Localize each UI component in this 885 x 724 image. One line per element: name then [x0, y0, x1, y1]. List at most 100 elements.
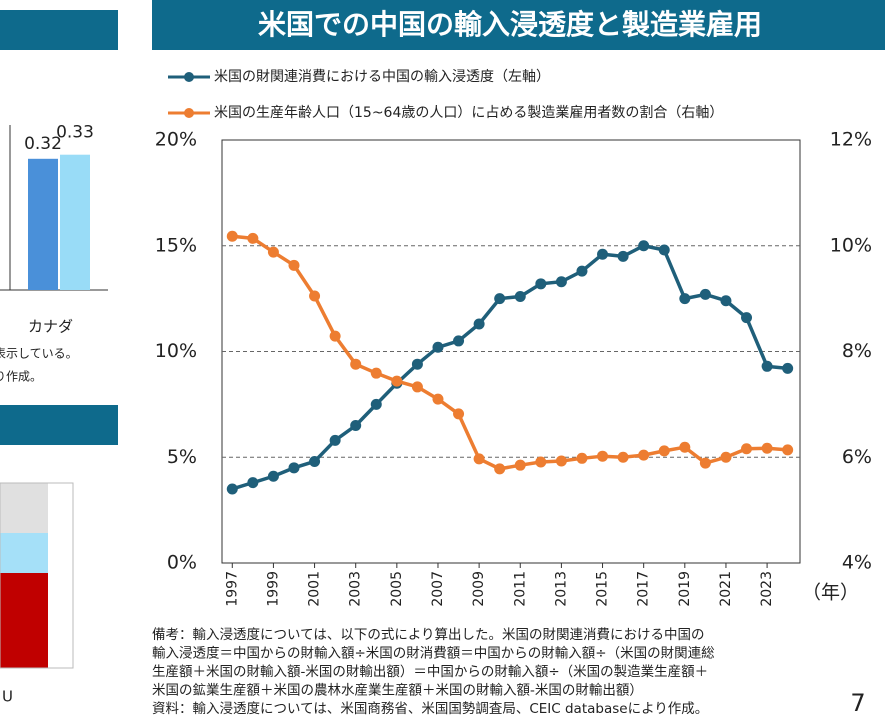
data-label: 0.32	[24, 134, 62, 154]
data-point	[699, 288, 711, 300]
x-tick-label: カナダ	[28, 318, 73, 336]
data-point	[741, 312, 753, 324]
data-point	[350, 420, 362, 432]
data-point	[411, 381, 423, 393]
data-point	[288, 259, 300, 271]
data-point	[597, 248, 609, 260]
bar-segment	[0, 483, 48, 533]
bar	[60, 154, 90, 290]
data-point	[699, 457, 711, 469]
x-tick-label: 2023	[759, 571, 775, 607]
x-tick-label: 2003	[348, 571, 364, 607]
data-point	[638, 449, 650, 461]
data-point	[535, 278, 547, 290]
data-point	[370, 367, 382, 379]
x-tick-label: 2007	[430, 571, 446, 607]
note-line: 輸入浸透度＝中国からの財輸入額÷米国の財消費額＝中国からの財輸入額÷（米国の財関…	[152, 646, 715, 662]
x-unit: （年）	[802, 582, 859, 604]
note-line: 備考：輸入浸透度については、以下の式により算出した。米国の財関連消費における中国…	[152, 627, 705, 643]
data-point	[514, 459, 526, 471]
x-tick-label: 2011	[512, 571, 528, 607]
note-text: り作成。	[0, 370, 42, 384]
data-point	[514, 291, 526, 303]
legend-marker	[184, 108, 194, 118]
data-point	[597, 450, 609, 462]
data-point	[329, 434, 341, 446]
data-point	[453, 335, 465, 347]
left-banner	[0, 10, 118, 50]
data-point	[473, 318, 485, 330]
chart-title: 米国での中国の輸入浸透度と製造業雇用	[258, 8, 762, 41]
y-tick-label: 15%	[155, 234, 197, 256]
x-tick-label: 2021	[718, 571, 734, 607]
data-point	[761, 360, 773, 372]
x-tick-label: 1999	[265, 571, 281, 607]
data-point	[617, 250, 629, 262]
y-tick-label: 10%	[155, 340, 197, 362]
legend-label: 米国の財関連消費における中国の輸入浸透度（左軸）	[214, 69, 550, 85]
note-line: 米国の鉱業生産額＋米国の農林水産業生産額＋米国の財輸入額-米国の財輸出額）	[152, 683, 643, 699]
y-tick-label: 20%	[155, 129, 197, 151]
data-point	[350, 358, 362, 370]
y-tick-label: 5%	[167, 446, 197, 468]
legend-label: 米国の生産年齢人口（15~64歳の人口）に占める製造業雇用者数の割合（右軸）	[214, 104, 723, 121]
bar-segment	[0, 533, 48, 573]
data-point	[494, 293, 506, 305]
x-tick-label: 1997	[224, 571, 240, 607]
data-point	[555, 276, 567, 288]
data-point	[309, 455, 321, 467]
data-point	[411, 358, 423, 370]
data-point	[638, 240, 650, 252]
data-point	[617, 451, 629, 463]
data-point	[679, 441, 691, 453]
data-point	[226, 483, 238, 495]
data-point	[720, 451, 732, 463]
data-point	[453, 408, 465, 420]
series-line	[231, 243, 788, 491]
data-point	[288, 462, 300, 474]
plot-frame	[0, 482, 74, 669]
left-banner	[0, 405, 118, 445]
series-line	[232, 234, 788, 471]
y2-tick-label: 8%	[842, 340, 872, 362]
y-tick-label: 0%	[167, 552, 197, 574]
category-label: U	[2, 688, 13, 706]
bar	[28, 158, 58, 290]
y2-tick-label: 6%	[842, 446, 872, 468]
x-tick-label: 2015	[595, 571, 611, 607]
page-number: 7	[850, 689, 865, 717]
x-tick-label: 2017	[636, 571, 652, 607]
legend-marker	[184, 72, 194, 82]
data-point	[391, 375, 403, 387]
data-point	[658, 244, 670, 256]
data-point	[761, 442, 773, 454]
x-tick-label: 2013	[553, 571, 569, 607]
x-tick-label: 2019	[677, 571, 693, 607]
y2-tick-label: 12%	[830, 129, 872, 151]
data-point	[247, 232, 259, 244]
data-point	[309, 290, 321, 302]
data-point	[247, 477, 259, 489]
data-point	[576, 265, 588, 277]
data-point	[494, 463, 506, 475]
data-point	[720, 295, 732, 307]
note-line: 生産額＋米国の財輸入額-米国の財輸出額）＝中国からの財輸入額÷（米国の製造業生産…	[152, 664, 708, 680]
data-point	[473, 453, 485, 465]
bar-segment	[0, 573, 48, 668]
data-point	[576, 452, 588, 464]
y2-tick-label: 10%	[830, 234, 872, 256]
x-tick-label: 2001	[307, 571, 323, 607]
data-point	[432, 341, 444, 353]
data-point	[782, 444, 794, 456]
data-point	[370, 398, 382, 410]
x-tick-label: 2009	[471, 571, 487, 607]
note-text: 表示している。	[0, 347, 78, 361]
data-point	[329, 330, 341, 342]
data-point	[267, 470, 279, 482]
data-point	[679, 293, 691, 305]
data-label: 0.33	[56, 123, 94, 143]
data-point	[658, 445, 670, 457]
data-point	[555, 455, 567, 467]
data-point	[535, 456, 547, 468]
